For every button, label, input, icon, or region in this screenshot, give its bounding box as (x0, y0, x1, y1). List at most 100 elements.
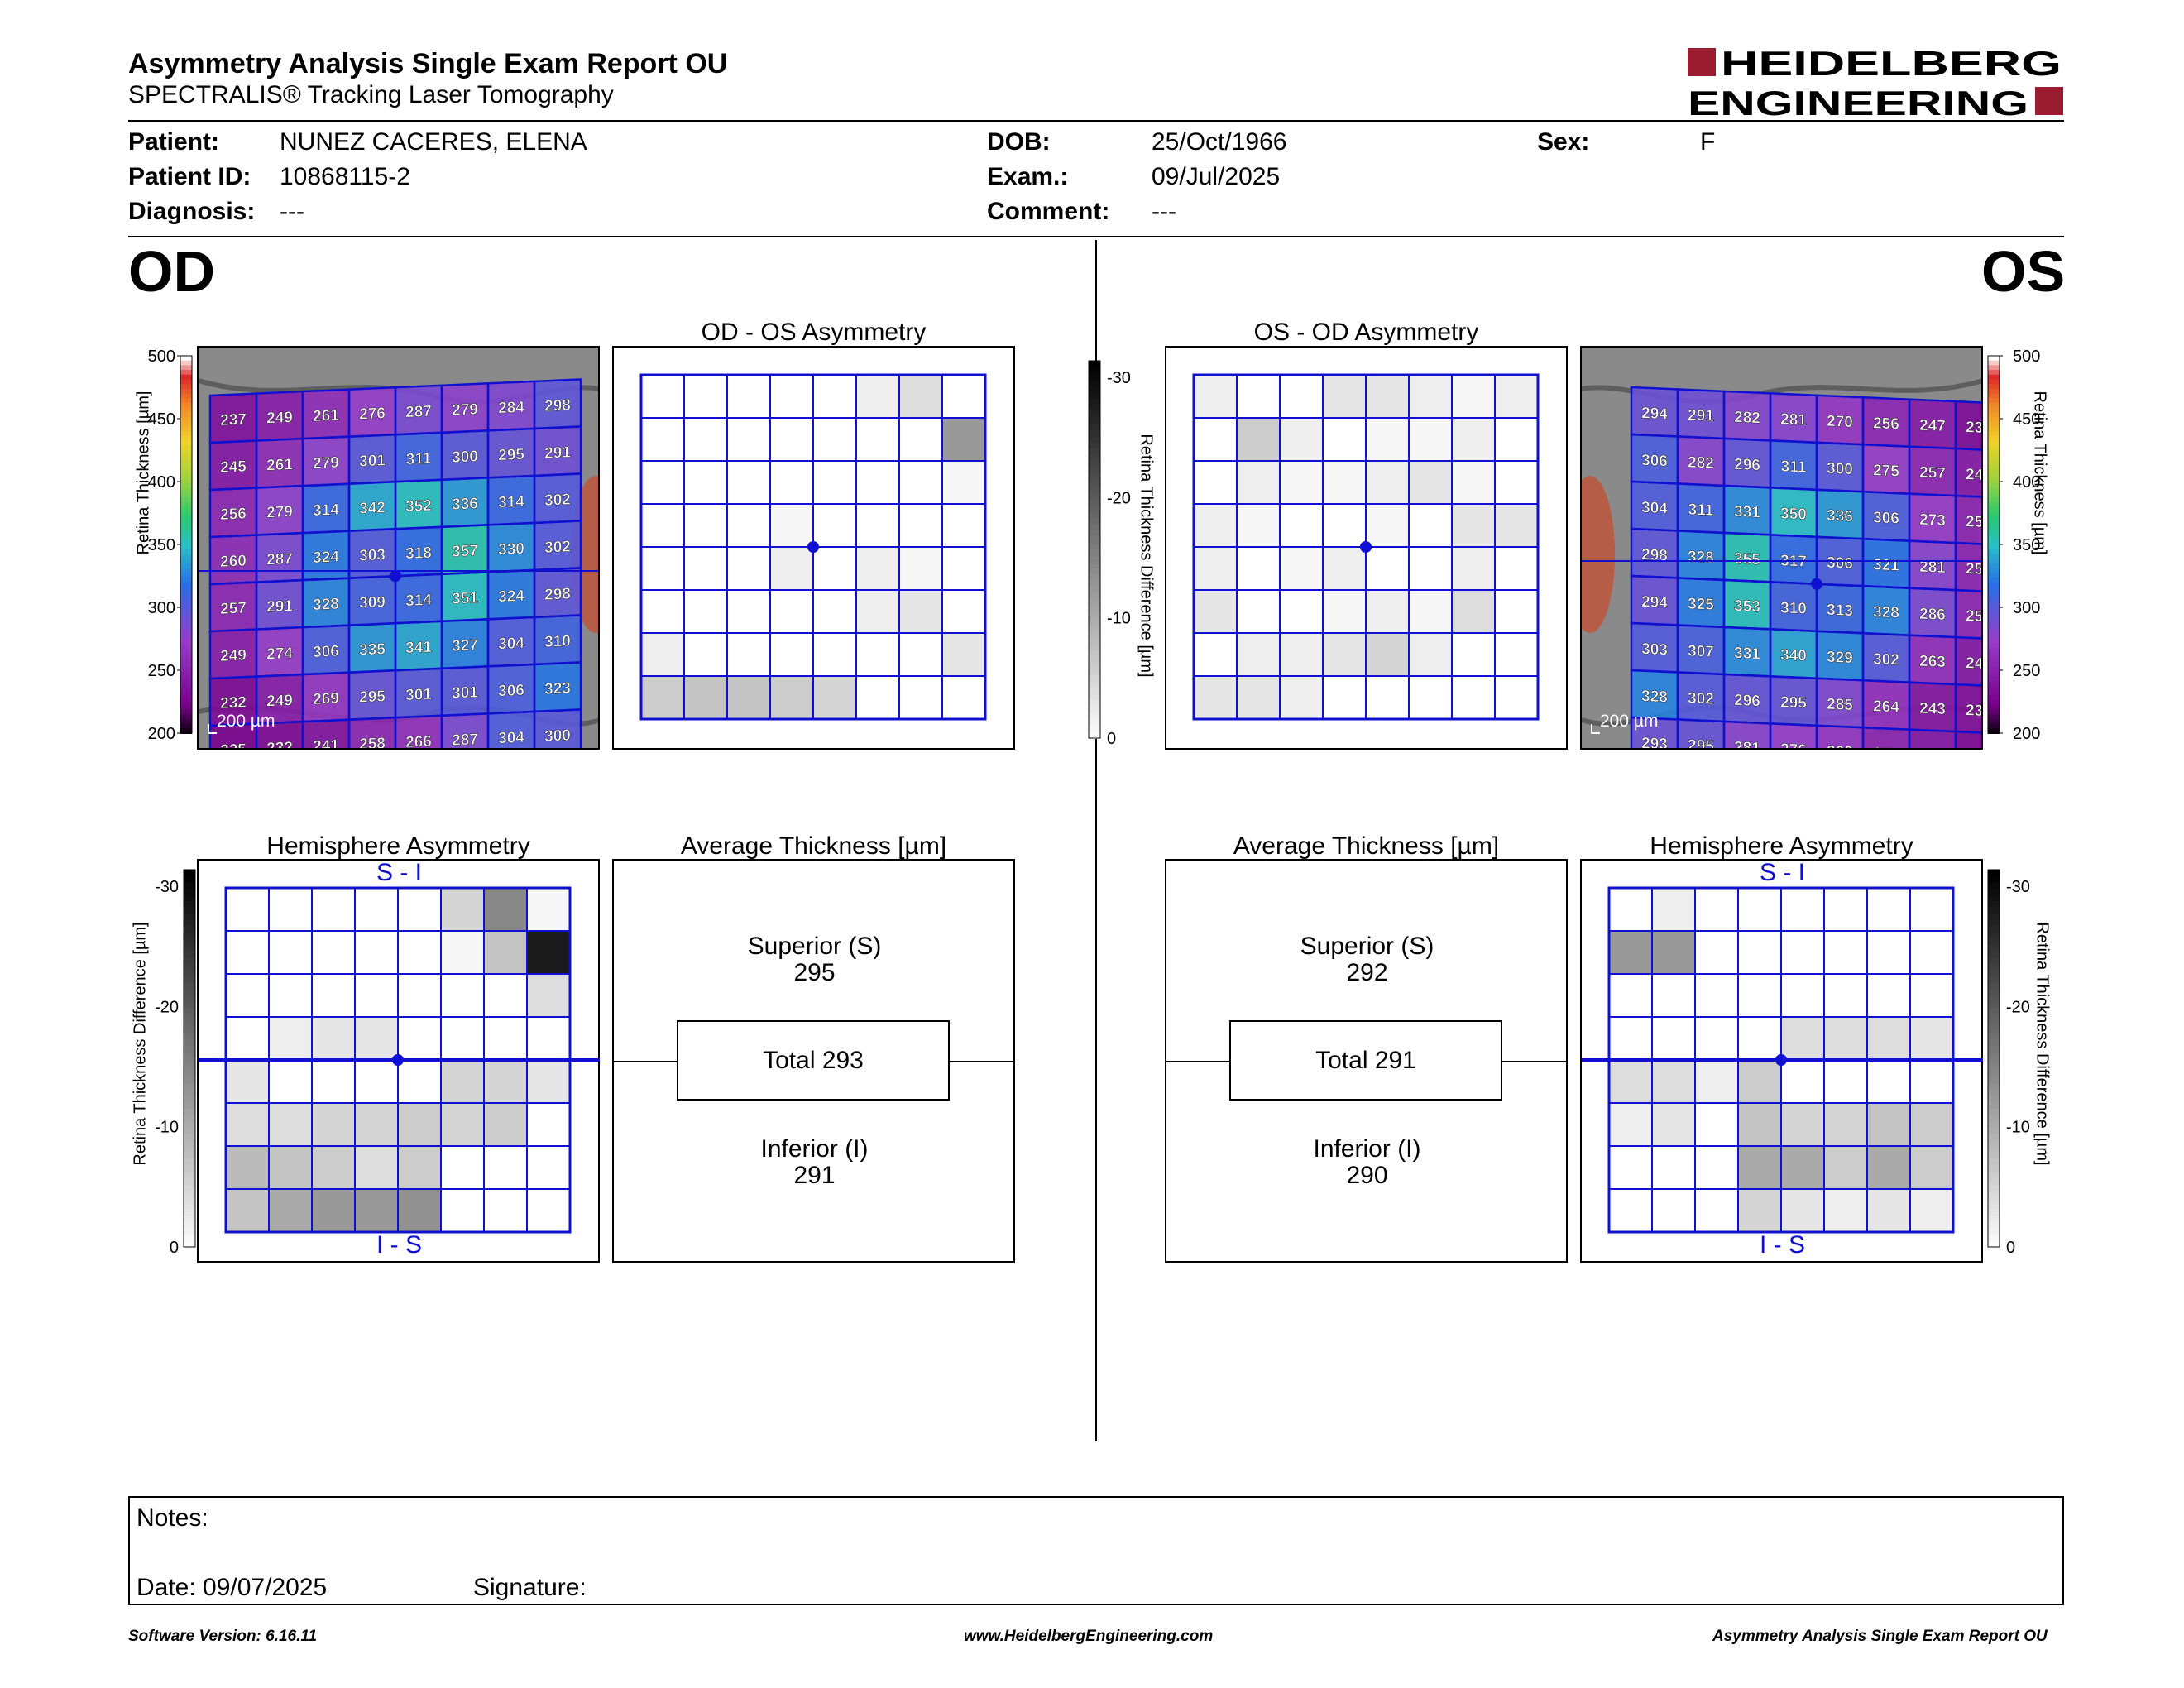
os-thickness-value: 255 (1966, 560, 1983, 578)
od-asym-cell (855, 374, 900, 419)
od-thickness-cell (488, 711, 534, 748)
od-thickness-value: 336 (452, 495, 478, 513)
od-hemi-center-marker (392, 1054, 404, 1066)
od-thickness-value: 256 (220, 506, 247, 524)
os-hemi-cell (1823, 887, 1868, 932)
os-asym-cell (1408, 417, 1453, 462)
os-thickness-cell (1817, 583, 1863, 634)
os-thickness-cell (1678, 436, 1724, 486)
os-thickness-cell (1631, 387, 1678, 437)
od-hemi-cell (397, 1016, 442, 1061)
od-thickness-cell (349, 529, 395, 578)
os-thickness-cell (1678, 578, 1724, 627)
od-asym-cell (855, 632, 900, 677)
os-hemi-cell (1651, 973, 1696, 1018)
od-asym-cell (898, 589, 943, 634)
os-hemi-cell (1866, 887, 1911, 932)
od-hemi-title: Hemisphere Asymmetry (266, 832, 530, 860)
os-thickness-value: 306 (1873, 509, 1899, 527)
od-hemi-cell (526, 1059, 571, 1104)
od-hemi-cell (268, 1102, 313, 1147)
od-hemi-top-label: S - I (376, 859, 422, 886)
od-asym-cell (769, 546, 814, 591)
od-total-box: Total 293 (677, 1020, 950, 1101)
os-asym-cell (1236, 374, 1281, 419)
thickness-tick-label: 250 (2013, 662, 2040, 680)
patient-id-label: Patient ID: (128, 163, 251, 190)
os-thickness-value: 331 (1734, 645, 1760, 663)
od-eye-label: OD (128, 239, 215, 304)
od-thickness-cell (534, 615, 581, 664)
od-thickness-cell (349, 387, 395, 437)
os-hemi-cell (1780, 1188, 1825, 1233)
os-thickness-cell (1770, 440, 1817, 490)
od-thickness-cell (442, 525, 488, 574)
os-asym-cell (1408, 546, 1453, 591)
report-subtitle: SPECTRALIS® Tracking Laser Tomography (128, 81, 614, 108)
os-hemi-cell (1651, 887, 1696, 932)
od-thickness-value: 324 (498, 587, 524, 606)
od-hemi-cell (268, 1059, 313, 1104)
od-avg-title: Average Thickness [µm] (680, 832, 947, 860)
diff-tick-label: -10 (155, 1119, 179, 1137)
od-thickness-value: 279 (452, 400, 478, 419)
os-asym-cell (1365, 503, 1410, 548)
od-thickness-value: 249 (266, 692, 293, 710)
od-thickness-cell (395, 526, 442, 577)
od-hemi-cell (483, 973, 528, 1018)
os-thickness-value: 270 (1827, 413, 1853, 431)
os-asym-cell (1279, 417, 1324, 462)
os-hemi-cell (1823, 1102, 1868, 1147)
os-asym-cell (1322, 589, 1367, 634)
od-asym-cell (769, 374, 814, 419)
od-hemi-cell (268, 930, 313, 975)
od-asym-cell (769, 589, 814, 634)
od-thickness-value: 314 (405, 592, 432, 610)
od-asym-cell (941, 675, 986, 720)
os-asym-cell (1236, 417, 1281, 462)
os-hemi-cell (1780, 1102, 1825, 1147)
os-thickness-value: 293 (1641, 735, 1668, 750)
os-hemi-scale: -30 -20 -10 0 (1981, 865, 2081, 1262)
od-asym-cell (941, 417, 986, 462)
od-asym-cell (898, 460, 943, 505)
os-thickness-cell (1678, 719, 1724, 748)
os-asym-cell (1322, 503, 1367, 548)
od-hemi-cell (397, 1145, 442, 1190)
od-thickness-value: 274 (266, 645, 293, 663)
os-thickness-cell (1909, 540, 1956, 591)
os-thickness-cell (1863, 727, 1909, 748)
os-thickness-value: 296 (1734, 692, 1760, 710)
os-thickness-cell (1724, 626, 1770, 677)
od-asym-cell (812, 374, 857, 419)
od-hemi-cell (225, 973, 270, 1018)
os-thickness-cell (1631, 482, 1678, 531)
od-asym-cell (769, 675, 814, 720)
os-thickness-value: 298 (1641, 546, 1668, 564)
signature-label: Signature: (473, 1574, 587, 1601)
os-asym-cell (1494, 675, 1539, 720)
od-asym-cell (726, 503, 771, 548)
os-asym-cell (1451, 460, 1496, 505)
od-hemi-cell (354, 930, 399, 975)
os-hemi-cell (1737, 1016, 1782, 1061)
od-thickness-cell (303, 389, 349, 439)
od-thickness-value: 302 (544, 491, 571, 509)
os-hemi-cell (1866, 930, 1911, 975)
thickness-tick-label: 300 (2013, 599, 2040, 617)
od-asym-cell (683, 460, 728, 505)
website-link[interactable]: www.HeidelbergEngineering.com (964, 1628, 1214, 1645)
os-hemi-cell (1823, 1188, 1868, 1233)
od-thickness-value: 276 (359, 405, 386, 423)
od-hemi-cell (354, 1188, 399, 1233)
os-thickness-cell (1956, 637, 1981, 687)
od-thickness-cell (349, 623, 395, 673)
os-thickness-value: 256 (1873, 415, 1899, 433)
od-asym-cell (898, 675, 943, 720)
os-asym-cell (1236, 503, 1281, 548)
os-hemi-cell (1694, 930, 1739, 975)
os-hemi-cell (1651, 1188, 1696, 1233)
od-hemi-cell (311, 930, 356, 975)
od-asym-cell (683, 417, 728, 462)
diff-tick-label: 0 (170, 1239, 179, 1257)
